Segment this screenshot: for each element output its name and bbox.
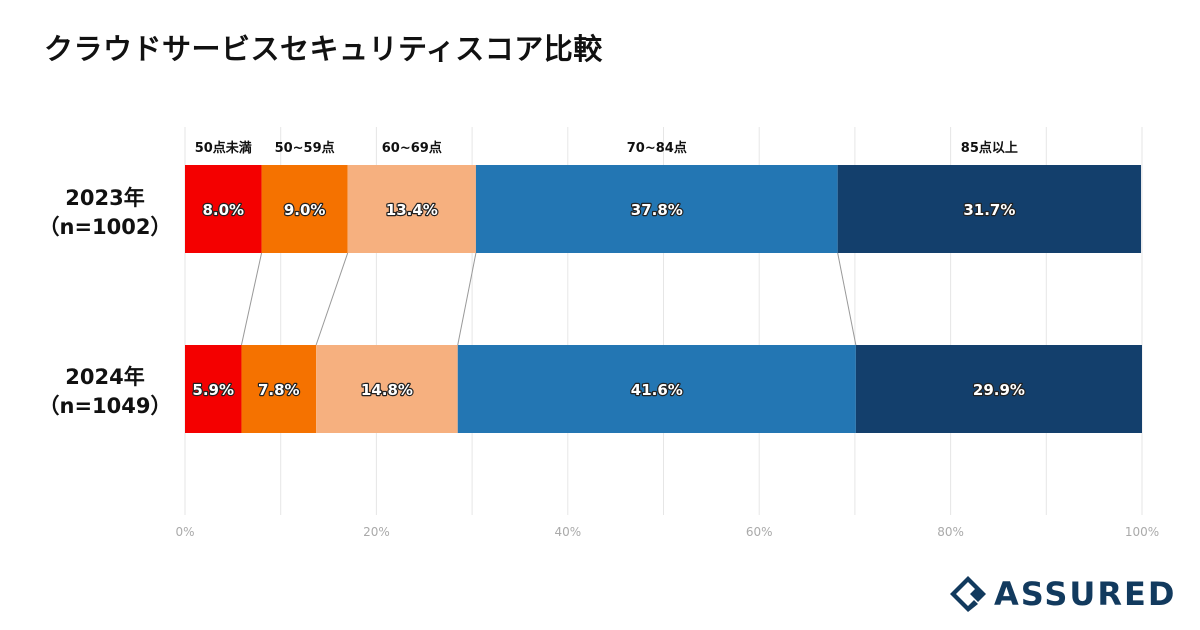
row-label-year: 2023年: [65, 186, 145, 210]
row-label-sample-size: （n=1049）: [38, 394, 172, 418]
bar-segment: [261, 165, 348, 253]
bar-segment: [855, 345, 1142, 433]
x-tick-label: 0%: [175, 525, 194, 539]
data-label: 31.7%: [963, 201, 1015, 219]
x-tick-label: 40%: [554, 525, 581, 539]
legend-label: 50点未満: [195, 140, 252, 156]
bar-segment: [837, 165, 1142, 253]
bar-segment: [475, 165, 838, 253]
row-label-2024: 2024年 （n=1049）: [20, 363, 190, 421]
connector-line: [315, 252, 349, 346]
row-label-2023: 2023年 （n=1002）: [20, 184, 190, 242]
assured-logo: ASSURED: [948, 574, 1176, 614]
legend-label: 60~69点: [382, 140, 442, 156]
bar-segment: [241, 345, 317, 433]
data-label: 8.0%: [202, 201, 244, 219]
data-label: 29.9%: [973, 381, 1025, 399]
data-label: 14.8%: [361, 381, 413, 399]
data-label: 7.8%: [258, 381, 300, 399]
data-label: 13.4%: [386, 201, 438, 219]
assured-logo-icon: [950, 576, 986, 612]
bar-segment: [185, 345, 242, 433]
bar-segment: [347, 165, 476, 253]
connector-line: [240, 252, 263, 346]
data-label: 41.6%: [631, 381, 683, 399]
data-label: 5.9%: [192, 381, 234, 399]
x-tick-label: 60%: [746, 525, 773, 539]
bar-segment: [457, 345, 856, 433]
bar-segment: [316, 345, 458, 433]
data-label: 9.0%: [284, 201, 326, 219]
connector-line: [837, 252, 857, 346]
row-label-sample-size: （n=1002）: [38, 215, 172, 239]
data-label: 37.8%: [631, 201, 683, 219]
chart-title: クラウドサービスセキュリティスコア比較: [44, 32, 603, 66]
legend-label: 85点以上: [961, 140, 1018, 156]
connector-line: [457, 252, 477, 346]
x-tick-label: 20%: [363, 525, 390, 539]
assured-logo-text: ASSURED: [994, 575, 1177, 613]
x-tick-label: 80%: [937, 525, 964, 539]
legend-label: 70~84点: [627, 140, 687, 156]
x-tick-label: 100%: [1125, 525, 1159, 539]
bar-segment: [185, 165, 262, 253]
row-label-year: 2024年: [65, 365, 145, 389]
legend-label: 50~59点: [275, 140, 335, 156]
